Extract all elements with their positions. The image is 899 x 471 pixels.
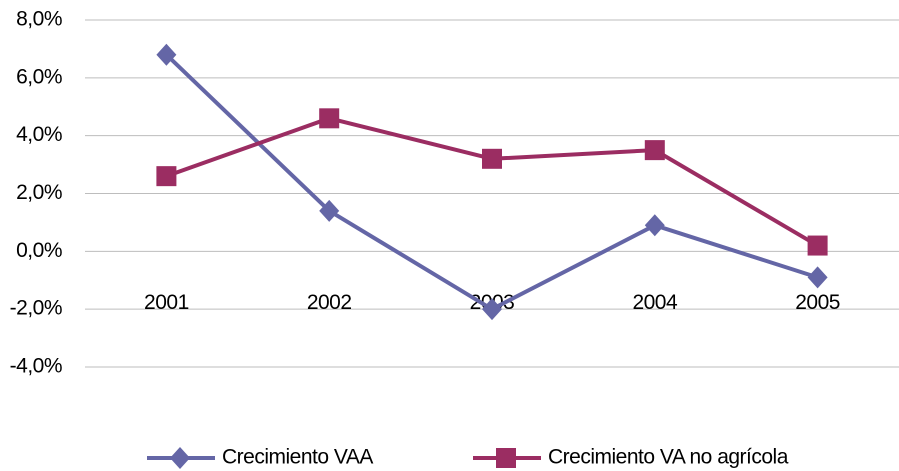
- legend-label: Crecimiento VA no agrícola: [548, 446, 789, 469]
- y-tick-label: 8,0%: [16, 8, 62, 31]
- x-tick-label: 2004: [632, 291, 678, 314]
- data-point: [644, 214, 665, 237]
- legend-label: Crecimiento VAA: [222, 446, 373, 469]
- y-tick-label: -2,0%: [10, 297, 62, 320]
- y-tick-label: 4,0%: [16, 123, 62, 146]
- data-point: [807, 235, 828, 256]
- x-tick-label: 2001: [144, 291, 189, 314]
- data-point: [156, 43, 177, 66]
- y-tick-label: 6,0%: [16, 65, 62, 88]
- y-tick-label: 2,0%: [16, 181, 62, 204]
- series-line: [165, 116, 819, 248]
- x-tick-label: 2002: [307, 291, 352, 314]
- x-tick-label: 2005: [795, 291, 840, 314]
- data-point: [156, 166, 177, 187]
- data-point: [482, 298, 502, 321]
- data-point: [319, 199, 340, 222]
- legend-marker: [496, 448, 516, 468]
- series-line: [165, 53, 819, 312]
- legend-marker: [170, 447, 190, 469]
- data-point: [644, 140, 665, 161]
- data-point: [807, 266, 828, 289]
- y-tick-label: -4,0%: [10, 355, 62, 378]
- y-tick-label: 0,0%: [16, 239, 62, 262]
- data-point: [319, 108, 340, 129]
- data-point: [482, 148, 502, 169]
